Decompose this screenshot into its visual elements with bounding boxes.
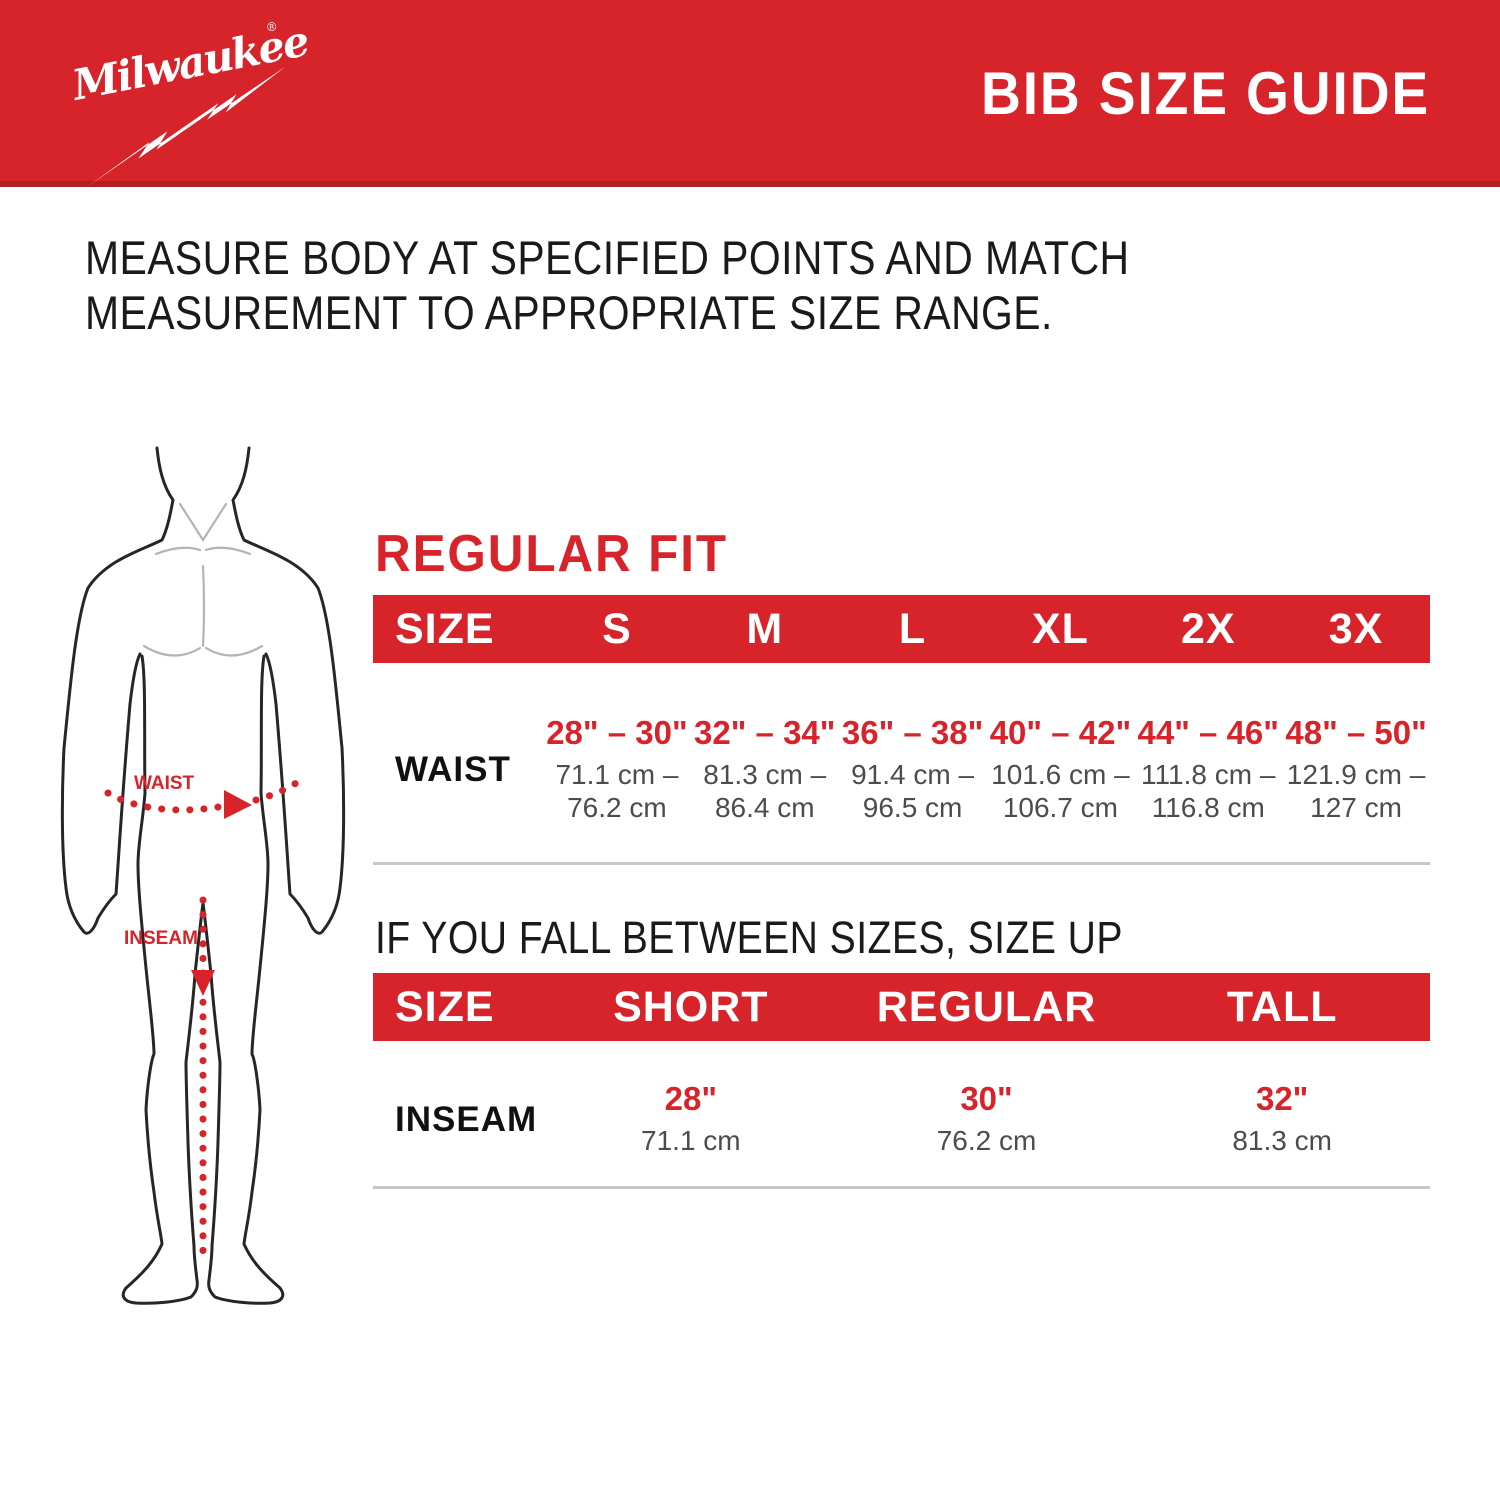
inseam-cell-regular: 30" 76.2 cm bbox=[839, 1072, 1135, 1157]
waist-cm-2x: 111.8 cm – 116.8 cm bbox=[1141, 759, 1276, 823]
regular-fit-header-row: SIZE S M L XL 2X 3X bbox=[373, 595, 1430, 663]
waist-cm-s: 71.1 cm – 76.2 cm bbox=[555, 759, 679, 823]
waist-cell-2x: 44" – 46" 111.8 cm – 116.8 cm bbox=[1134, 702, 1282, 824]
lightning-bolt-icon bbox=[87, 66, 286, 187]
column-header-xl: XL bbox=[1031, 604, 1089, 653]
registered-trademark: ® bbox=[266, 19, 278, 34]
waist-cell-3x: 48" – 50" 121.9 cm – 127 cm bbox=[1282, 702, 1430, 824]
body-outline-left-torso-leg bbox=[121, 654, 205, 1305]
column-header-tall: TALL bbox=[1226, 982, 1338, 1031]
length-fit-inseam-row: INSEAM 28" 71.1 cm 30" 76.2 cm 32" 81.3 … bbox=[373, 1072, 1430, 1157]
column-header-short: SHORT bbox=[613, 982, 769, 1031]
waist-cm-l: 91.4 cm – 96.5 cm bbox=[851, 759, 975, 823]
inseam-row-label: INSEAM bbox=[395, 1100, 538, 1139]
inseam-inches-short: 28" bbox=[664, 1080, 717, 1117]
section-divider-bottom bbox=[373, 1186, 1430, 1189]
waist-inches-xl: 40" – 42" bbox=[989, 714, 1132, 751]
regular-fit-title: REGULAR FIT bbox=[375, 525, 728, 583]
waist-diagram-label: WAIST bbox=[134, 773, 195, 794]
column-header-size: SIZE bbox=[395, 604, 495, 653]
waist-cell-l: 36" – 38" 91.4 cm – 96.5 cm bbox=[839, 702, 987, 824]
column-header-s: S bbox=[602, 604, 632, 653]
waist-arrow-icon bbox=[224, 790, 252, 819]
between-sizes-note: IF YOU FALL BETWEEN SIZES, SIZE UP bbox=[375, 912, 1123, 963]
body-outline-left bbox=[60, 446, 175, 935]
body-interior-lines bbox=[142, 502, 264, 657]
inseam-cm-regular: 76.2 cm bbox=[936, 1125, 1037, 1156]
waist-row-label: WAIST bbox=[395, 750, 511, 789]
inseam-inches-regular: 30" bbox=[960, 1080, 1013, 1117]
inseam-inches-tall: 32" bbox=[1255, 1080, 1309, 1117]
header-banner: Milwaukee ® BIB SIZE GUIDE bbox=[0, 0, 1500, 187]
body-outline-right-torso-leg bbox=[201, 654, 285, 1305]
column-header-m: M bbox=[746, 604, 784, 653]
waist-inches-m: 32" – 34" bbox=[694, 714, 836, 751]
length-fit-header-row: SIZE SHORT REGULAR TALL bbox=[373, 973, 1430, 1041]
waist-cell-xl: 40" – 42" 101.6 cm – 106.7 cm bbox=[986, 702, 1134, 824]
column-header-3x: 3X bbox=[1328, 604, 1384, 653]
column-header-size-2: SIZE bbox=[395, 982, 495, 1031]
body-measurement-diagram: WAIST INSEAM bbox=[60, 446, 346, 1305]
intro-line-1: MEASURE BODY AT SPECIFIED POINTS AND MAT… bbox=[85, 231, 1130, 284]
column-header-l: L bbox=[898, 604, 927, 653]
waist-inches-l: 36" – 38" bbox=[841, 714, 984, 751]
inseam-cm-short: 71.1 cm bbox=[641, 1125, 741, 1156]
inseam-diagram-label: INSEAM bbox=[124, 928, 198, 949]
section-divider-top bbox=[373, 862, 1430, 865]
waist-inches-2x: 44" – 46" bbox=[1137, 714, 1279, 751]
column-header-regular: REGULAR bbox=[876, 982, 1097, 1031]
waist-measure-line: WAIST bbox=[104, 773, 306, 819]
inseam-measure-line: INSEAM bbox=[124, 896, 215, 1267]
inseam-arrow-icon bbox=[191, 970, 215, 996]
waist-inches-s: 28" – 30" bbox=[546, 714, 688, 751]
inseam-cm-tall: 81.3 cm bbox=[1232, 1125, 1332, 1156]
column-header-2x: 2X bbox=[1180, 604, 1236, 653]
intro-line-2: MEASUREMENT TO APPROPRIATE SIZE RANGE. bbox=[85, 286, 1053, 339]
waist-cm-m: 81.3 cm – 86.4 cm bbox=[703, 759, 827, 823]
waist-cm-xl: 101.6 cm – 106.7 cm bbox=[991, 759, 1130, 823]
waist-inches-3x: 48" – 50" bbox=[1285, 714, 1427, 751]
waist-cm-3x: 121.9 cm – 127 cm bbox=[1286, 759, 1426, 823]
inseam-cell-tall: 32" 81.3 cm bbox=[1134, 1072, 1430, 1157]
intro-text: MEASURE BODY AT SPECIFIED POINTS AND MAT… bbox=[85, 230, 1130, 340]
waist-cell-s: 28" – 30" 71.1 cm – 76.2 cm bbox=[543, 702, 691, 824]
milwaukee-logo-icon: Milwaukee ® bbox=[66, 16, 312, 187]
page-title: BIB SIZE GUIDE bbox=[980, 60, 1430, 127]
regular-fit-waist-row: WAIST 28" – 30" 71.1 cm – 76.2 cm 32" – … bbox=[373, 702, 1430, 824]
waist-cell-m: 32" – 34" 81.3 cm – 86.4 cm bbox=[691, 702, 839, 824]
inseam-cell-short: 28" 71.1 cm bbox=[543, 1072, 839, 1157]
body-outline-right bbox=[231, 446, 346, 935]
